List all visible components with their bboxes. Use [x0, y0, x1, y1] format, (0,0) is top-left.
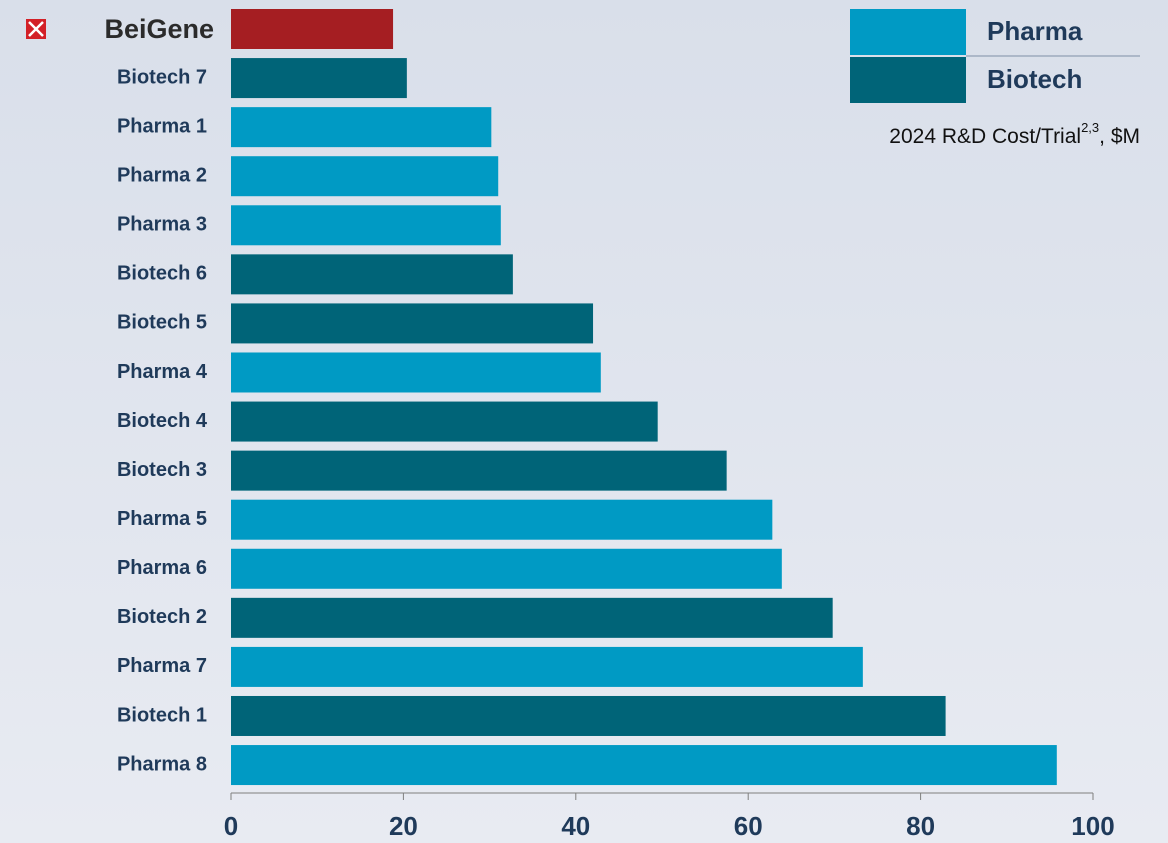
legend-swatch [850, 57, 966, 103]
bar [231, 254, 513, 295]
y-tick-label: Pharma 1 [117, 115, 207, 137]
bar [231, 745, 1057, 786]
y-tick-label: Biotech 7 [117, 66, 207, 88]
x-tick-label: 100 [1071, 811, 1114, 841]
bar [231, 303, 594, 344]
y-tick-label: Biotech 1 [117, 704, 207, 726]
y-tick-label: Biotech 6 [117, 263, 207, 285]
bar [231, 597, 833, 638]
y-tick-label: Biotech 3 [117, 459, 207, 481]
y-tick-label: Pharma 8 [117, 753, 207, 775]
y-tick-label: Biotech 2 [117, 606, 207, 628]
x-tick-label: 40 [561, 811, 590, 841]
bar [231, 646, 863, 687]
legend-label: Biotech [987, 64, 1082, 94]
x-tick-label: 20 [389, 811, 418, 841]
bar [231, 107, 492, 148]
bar [231, 450, 727, 491]
logo-label: BeiGene [104, 14, 214, 44]
annotation-suffix: , $M [1099, 125, 1140, 148]
annotation-superscript: 2,3 [1081, 120, 1099, 135]
bar [231, 499, 773, 540]
legend-swatch [850, 9, 966, 55]
x-tick-label: 60 [734, 811, 763, 841]
y-tick-label: Pharma 4 [117, 361, 208, 383]
annotation-text: 2024 R&D Cost/Trial [889, 125, 1081, 148]
y-tick-label: Biotech 4 [117, 410, 208, 432]
y-tick-label: Biotech 5 [117, 312, 207, 334]
y-tick-label: Pharma 2 [117, 164, 207, 186]
bar [231, 548, 782, 589]
bar [231, 58, 407, 99]
y-tick-label: Pharma 6 [117, 557, 207, 579]
bar [231, 401, 658, 442]
annotation: 2024 R&D Cost/Trial2,3, $M [889, 120, 1140, 147]
y-tick-label: Pharma 3 [117, 214, 207, 236]
bar [231, 352, 601, 393]
bar [231, 695, 946, 736]
x-tick-label: 80 [906, 811, 935, 841]
y-tick-label: Pharma 7 [117, 655, 207, 677]
y-tick-label: Pharma 5 [117, 508, 207, 530]
bar [231, 9, 394, 49]
legend-label: Pharma [987, 16, 1083, 46]
logo-icon [26, 19, 46, 39]
bar [231, 205, 501, 246]
bar [231, 156, 499, 197]
x-tick-label: 0 [224, 811, 238, 841]
